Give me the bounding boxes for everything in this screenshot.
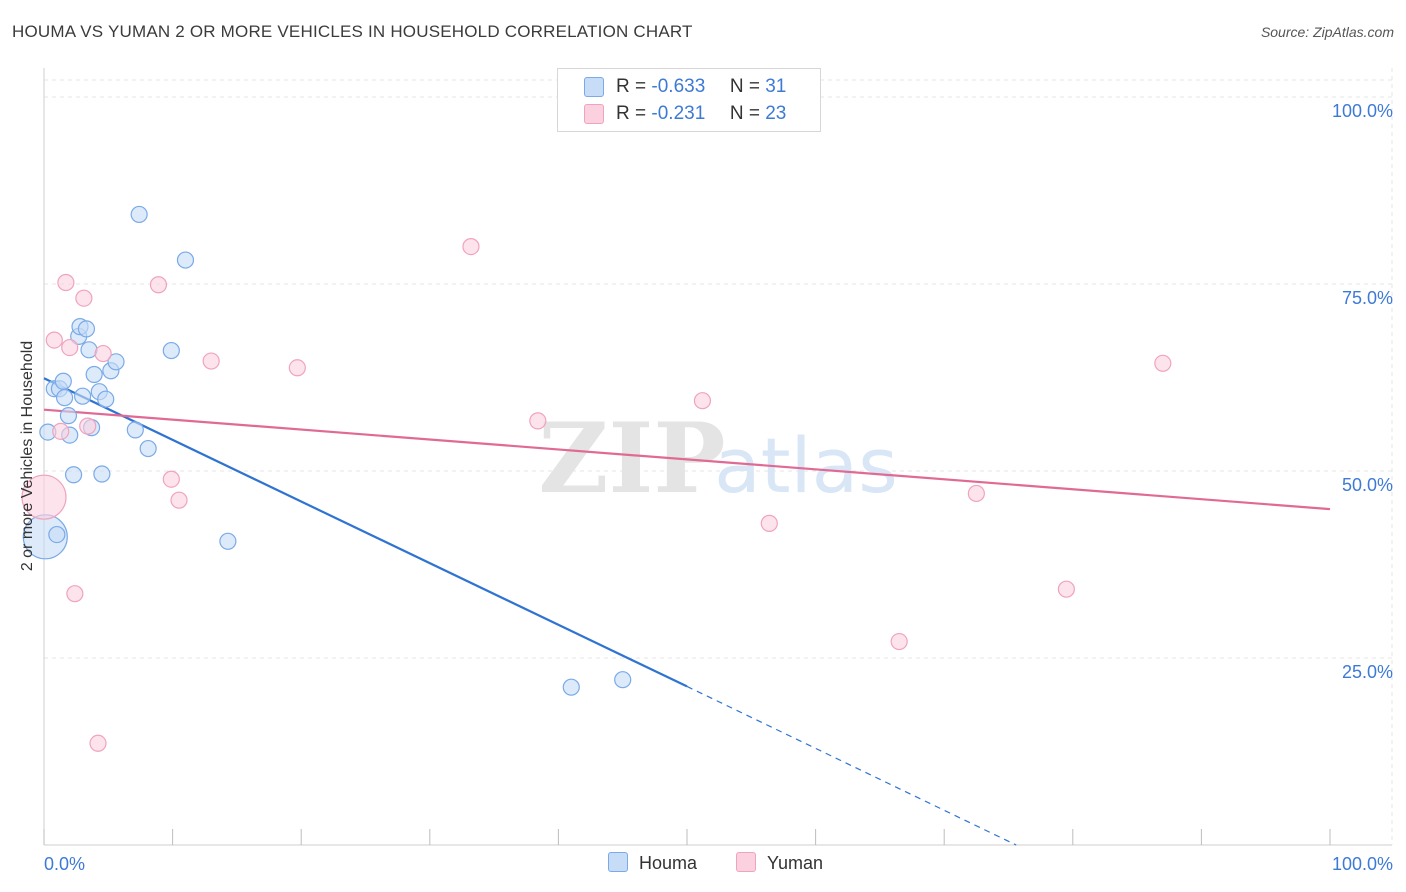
yuman-point <box>288 359 306 377</box>
bottom-legend-yuman: Yuman <box>736 852 823 874</box>
legend-swatch-houma <box>584 77 604 97</box>
n-label: N = <box>729 76 760 97</box>
yuman-point <box>967 484 985 503</box>
houma-point <box>73 387 92 405</box>
yuman-point <box>462 238 480 256</box>
houma-point <box>176 251 195 269</box>
yuman-point <box>202 352 220 370</box>
houma-point <box>54 372 72 390</box>
houma-point <box>80 341 98 359</box>
houma-point <box>219 532 237 550</box>
houma-point <box>55 389 74 407</box>
houma-point <box>64 466 83 484</box>
houma-point <box>85 365 103 384</box>
r-value: -0.633 <box>651 76 706 97</box>
yuman-point <box>170 491 188 509</box>
yuman-point <box>66 585 84 603</box>
x-tick-label: 0.0% <box>44 854 85 874</box>
y-tick-label: 25.0% <box>1342 662 1393 682</box>
yuman-trend-line <box>43 408 1331 511</box>
yuman-point <box>89 734 107 752</box>
y-tick-label: 75.0% <box>1342 288 1393 308</box>
houma-point <box>130 205 148 224</box>
houma-trend-extension <box>686 685 1017 846</box>
yuman-point <box>1057 580 1075 598</box>
yuman-point <box>52 422 70 440</box>
data-points <box>21 205 1172 752</box>
houma-trend-line <box>43 377 688 688</box>
yuman-point <box>162 470 180 488</box>
yuman-point <box>693 392 712 410</box>
houma-point <box>139 439 157 458</box>
yuman-point <box>890 632 908 651</box>
houma-point <box>162 341 180 360</box>
yuman-point <box>149 276 168 294</box>
correlation-legend: R = -0.633 N = 31 R = -0.231 N = 23 <box>557 68 821 132</box>
watermark-zip: ZIP <box>538 402 725 515</box>
n-label: N = <box>729 103 760 124</box>
yuman-point <box>45 331 63 349</box>
trend-lines <box>43 377 1331 846</box>
yuman-label: Yuman <box>767 853 824 873</box>
yuman-point <box>57 273 75 292</box>
x-tick-label: 100.0% <box>1332 854 1393 874</box>
houma-point <box>107 353 125 371</box>
axes <box>43 68 1392 846</box>
houma-point <box>93 465 111 483</box>
yuman-point <box>529 412 547 430</box>
legend-swatch-yuman <box>584 104 604 124</box>
yuman-point <box>75 289 93 307</box>
legend-row-yuman: R = -0.231 N = 23 <box>616 103 786 125</box>
houma-point <box>562 678 580 696</box>
houma-point <box>126 421 144 439</box>
bottom-legend-houma: Houma <box>608 852 697 874</box>
chart-source: Source: ZipAtlas.com <box>1260 24 1394 40</box>
yuman-point <box>760 514 778 532</box>
yuman-swatch <box>736 852 756 872</box>
houma-point <box>77 320 96 338</box>
r-label: R = <box>616 103 647 124</box>
houma-point <box>614 671 632 689</box>
houma-label: Houma <box>639 853 698 873</box>
r-value: -0.231 <box>651 103 706 124</box>
n-value: 23 <box>765 103 787 124</box>
houma-point <box>48 525 66 544</box>
r-label: R = <box>616 76 647 97</box>
y-tick-label: 100.0% <box>1332 101 1393 121</box>
tick-labels: 100.0% 75.0% 50.0% 25.0% 0.0% 100.0% <box>44 101 1393 874</box>
watermark-atlas: atlas <box>714 421 898 510</box>
houma-point <box>97 390 115 408</box>
y-tick-label: 50.0% <box>1342 475 1393 495</box>
yuman-point <box>1154 354 1172 372</box>
yuman-point <box>79 417 97 435</box>
y-axis-label: 2 or more Vehicles in Household <box>19 340 36 572</box>
houma-swatch <box>608 852 628 872</box>
chart-title: HOUMA VS YUMAN 2 OR MORE VEHICLES IN HOU… <box>12 22 693 41</box>
houma-point <box>59 407 78 425</box>
legend-row-houma: R = -0.633 N = 31 <box>616 76 786 98</box>
watermark: ZIP atlas <box>538 402 897 515</box>
n-value: 31 <box>765 76 787 97</box>
yuman-point <box>61 338 79 357</box>
yuman-point <box>21 474 67 520</box>
yuman-point <box>94 344 112 363</box>
